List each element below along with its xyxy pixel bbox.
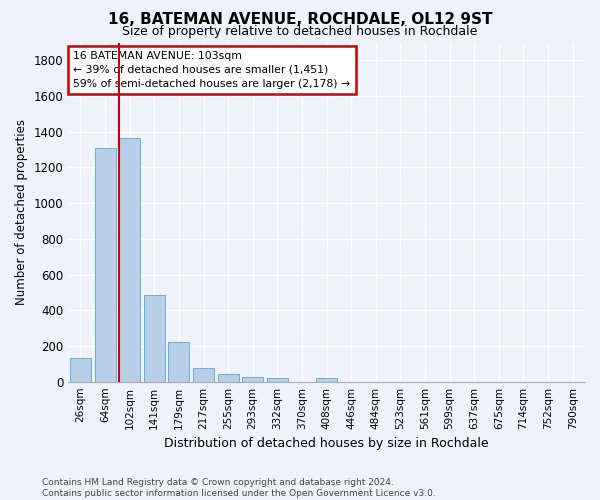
Bar <box>193 368 214 382</box>
Bar <box>242 376 263 382</box>
X-axis label: Distribution of detached houses by size in Rochdale: Distribution of detached houses by size … <box>164 437 489 450</box>
Text: 16, BATEMAN AVENUE, ROCHDALE, OL12 9ST: 16, BATEMAN AVENUE, ROCHDALE, OL12 9ST <box>108 12 492 28</box>
Text: Contains HM Land Registry data © Crown copyright and database right 2024.
Contai: Contains HM Land Registry data © Crown c… <box>42 478 436 498</box>
Bar <box>144 295 165 382</box>
Bar <box>267 378 288 382</box>
Text: 16 BATEMAN AVENUE: 103sqm
← 39% of detached houses are smaller (1,451)
59% of se: 16 BATEMAN AVENUE: 103sqm ← 39% of detac… <box>73 51 350 89</box>
Bar <box>95 148 116 382</box>
Bar <box>169 342 190 382</box>
Bar <box>218 374 239 382</box>
Bar <box>316 378 337 382</box>
Y-axis label: Number of detached properties: Number of detached properties <box>15 119 28 305</box>
Bar <box>70 358 91 382</box>
Text: Size of property relative to detached houses in Rochdale: Size of property relative to detached ho… <box>122 25 478 38</box>
Bar <box>119 138 140 382</box>
